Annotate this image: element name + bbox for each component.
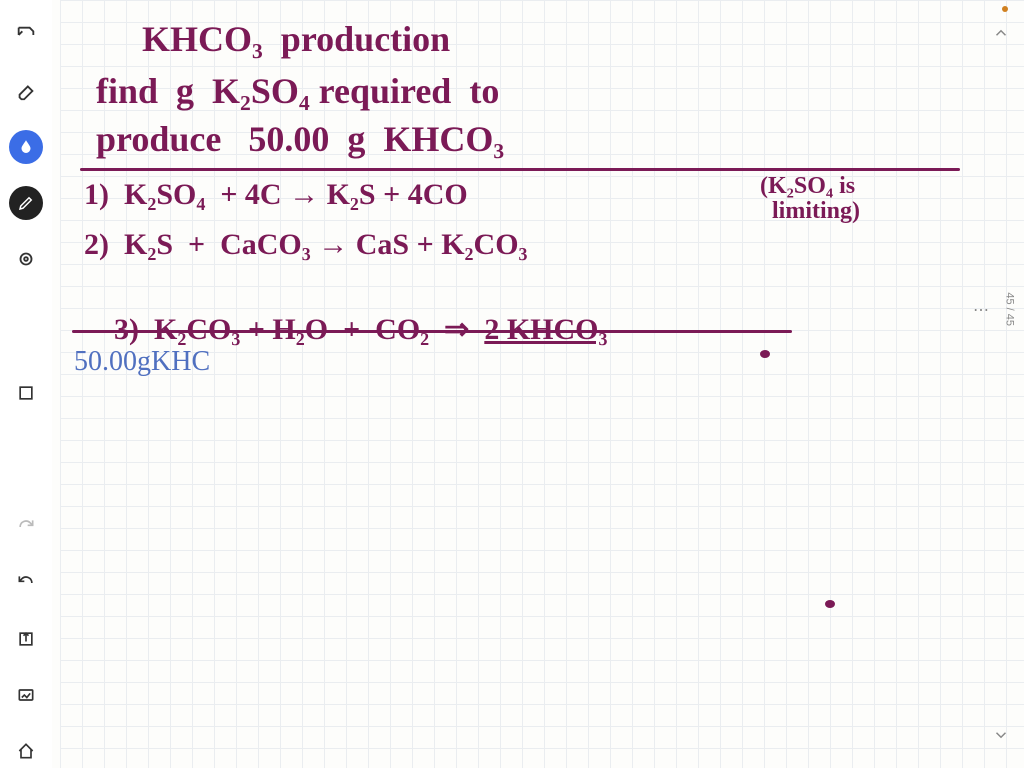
redo-icon[interactable]	[9, 510, 43, 544]
image-icon[interactable]	[9, 678, 43, 712]
equation-1-note: (K₂SO₄ is limiting)	[760, 174, 860, 224]
left-toolbar	[0, 0, 52, 768]
equation-2: 2) K₂S + CaCO₃ → CaS + K₂CO₃	[84, 228, 528, 262]
pen-tool-icon[interactable]	[9, 186, 43, 220]
cast-icon[interactable]	[9, 242, 43, 276]
eraser-icon[interactable]	[9, 74, 43, 108]
prompt-line2: produce 50.00 g KHCO₃	[96, 118, 504, 160]
ink-dot-1	[760, 350, 770, 358]
divider-1	[80, 168, 960, 171]
equation-1: 1) K₂SO₄ + 4C → K₂S + 4CO	[84, 178, 468, 212]
crop-icon[interactable]	[9, 376, 43, 410]
page-counter: 45 / 45	[1004, 292, 1016, 326]
canvas-content: KHCO₃ production find g K₂SO₄ required t…	[60, 10, 1000, 758]
home-icon[interactable]	[9, 734, 43, 768]
status-dot	[1002, 6, 1008, 12]
work-line: 50.00gKHC	[74, 346, 210, 378]
collapse-caret-up[interactable]	[992, 24, 1010, 42]
undo-icon[interactable]	[9, 566, 43, 600]
page-menu-dots[interactable]: ⋯	[973, 300, 992, 320]
ink-dot-2	[825, 600, 835, 608]
divider-2	[72, 330, 792, 333]
title-text: KHCO₃ production	[142, 18, 450, 60]
prompt-line1: find g K₂SO₄ required to	[96, 70, 499, 112]
lasso-icon[interactable]	[9, 18, 43, 52]
collapse-caret-down[interactable]	[992, 726, 1010, 744]
share-icon[interactable]	[9, 622, 43, 656]
ink-tool-icon[interactable]	[9, 130, 43, 164]
